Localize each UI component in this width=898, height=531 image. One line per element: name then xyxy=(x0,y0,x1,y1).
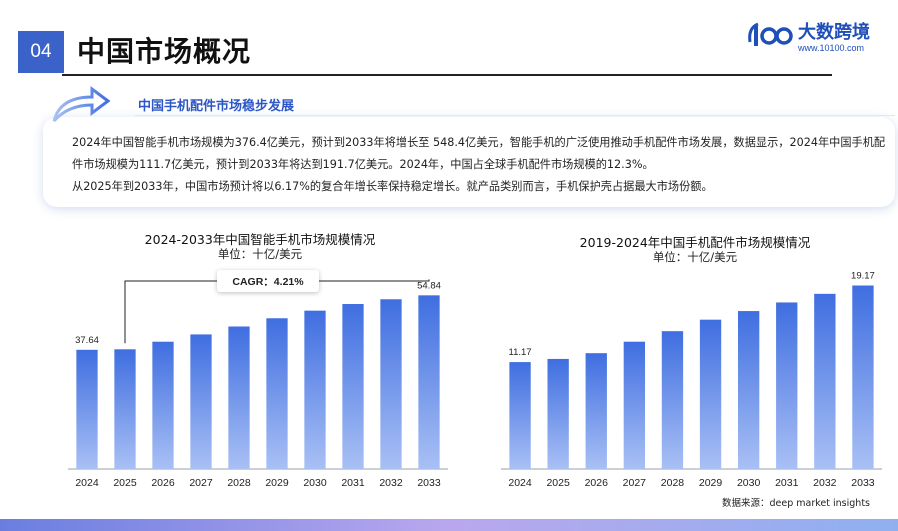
chart-2-bar xyxy=(585,353,607,469)
chart-1-bar xyxy=(228,326,250,469)
chart-2-tick-label: 2024 xyxy=(508,477,532,489)
chart-1-tick-label: 2025 xyxy=(113,477,137,489)
chart-1-tick-label: 2028 xyxy=(227,477,251,489)
chart-1-unit: 单位：十亿/美元 xyxy=(217,247,303,261)
chart-2-tick-label: 2027 xyxy=(623,477,647,489)
chart-1-tick-label: 2024 xyxy=(75,477,99,489)
cagr-bracket-left xyxy=(124,280,217,344)
chart-2-tick-label: 2030 xyxy=(737,477,761,489)
chart-2-tick-label: 2025 xyxy=(546,477,570,489)
chart-2-tick-label: 2032 xyxy=(813,477,837,489)
chart-1-bar xyxy=(114,349,136,469)
logo-mark-icon xyxy=(748,22,793,46)
chart-1-data-label: 37.64 xyxy=(75,335,99,346)
chart-1-bar xyxy=(380,299,402,469)
chart-1-bar xyxy=(418,295,440,469)
logo-url: www.10100.com xyxy=(798,43,865,53)
chart-2-bar xyxy=(661,331,684,469)
chart-1-tick-label: 2027 xyxy=(189,477,213,489)
intro-subtitle: 中国手机配件市场稳步发展 xyxy=(138,99,295,114)
chart-1-tick-label: 2029 xyxy=(265,477,289,489)
chart-1-bar xyxy=(190,334,212,469)
chart-2-tick-label: 2028 xyxy=(661,477,685,489)
chart-1-bar xyxy=(76,349,98,469)
title-divider xyxy=(62,74,832,76)
chart-2-tick-label: 2033 xyxy=(851,477,875,489)
chart-1-tick-label: 2032 xyxy=(379,477,403,489)
chart-1-bar xyxy=(342,304,364,469)
section-number: 04 xyxy=(18,31,64,73)
chart-1-tick-label: 2033 xyxy=(417,477,441,489)
subtitle-divider xyxy=(135,115,895,116)
chart-2-tick-label: 2026 xyxy=(585,477,609,489)
data-source: 数据来源：deep market insights xyxy=(722,498,870,509)
intro-paragraph-1: 2024年中国智能手机市场规模为376.4亿美元，预计到2033年将增长至 54… xyxy=(72,136,886,171)
chart-2-tick-label: 2029 xyxy=(699,477,723,489)
chart-2-bar xyxy=(509,362,531,469)
intro-paragraph-2: 从2025年到2033年，中国市场预计将以6.17%的复合年增长率保持稳定增长。… xyxy=(72,180,713,193)
chart-2-bar xyxy=(814,293,836,469)
chart-1-tick-label: 2026 xyxy=(151,477,175,489)
cagr-badge: CAGR：4.21% xyxy=(217,270,319,292)
chart-2-title: 2019-2024年中国手机配件市场规模情况 xyxy=(579,235,811,250)
chart-2-bar xyxy=(737,311,760,469)
chart-2-bar xyxy=(547,358,569,469)
intro-text: 2024年中国智能手机市场规模为376.4亿美元，预计到2033年将增长至 54… xyxy=(72,132,887,198)
chart-2-data-label: 11.17 xyxy=(509,347,532,358)
chart-2-unit: 单位：十亿/美元 xyxy=(652,250,738,264)
brand-logo: 大数跨境 www.10100.com xyxy=(746,16,886,56)
chart-1-data-label: 54.84 xyxy=(417,280,441,291)
chart-2-tick-label: 2031 xyxy=(775,477,799,489)
chart-1-bar xyxy=(266,318,288,469)
chart-1-tick-label: 2031 xyxy=(341,477,365,489)
arrow-icon xyxy=(52,86,111,123)
chart-2-bar xyxy=(776,302,798,469)
page-title: 中国市场概况 xyxy=(77,35,252,68)
chart-1-title: 2024-2033年中国智能手机市场规模情况 xyxy=(144,232,376,247)
chart-2-data-label: 19.17 xyxy=(851,271,875,282)
chart-1-bar xyxy=(152,341,174,469)
chart-2-bar xyxy=(852,285,874,469)
chart-2-bar xyxy=(699,319,722,469)
chart-1-tick-label: 2030 xyxy=(303,477,327,489)
chart-1-bar xyxy=(304,310,326,469)
chart-2-bar xyxy=(623,341,646,469)
intro-panel xyxy=(43,117,895,207)
cagr-bracket-right xyxy=(319,279,430,282)
logo-name: 大数跨境 xyxy=(798,22,870,43)
bottom-band xyxy=(0,519,898,531)
